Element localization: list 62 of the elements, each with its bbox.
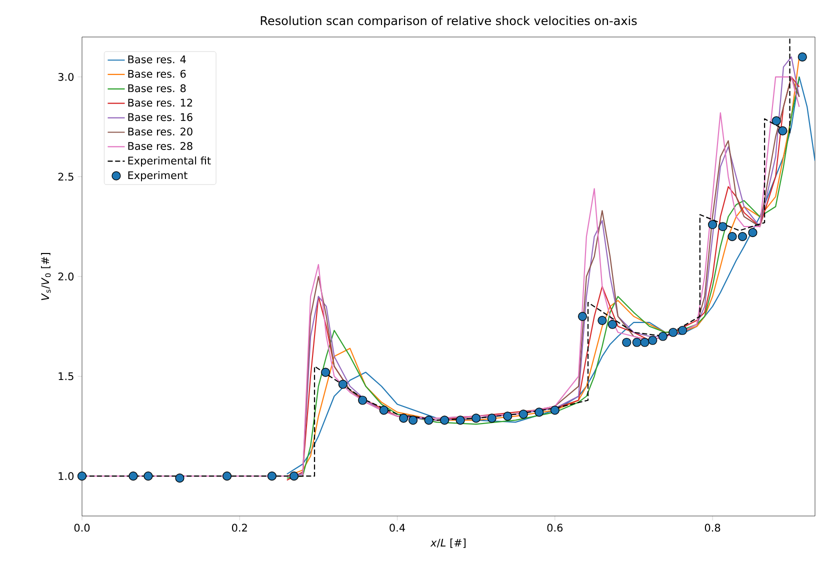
y-tick-label: 2.5 [58, 172, 74, 181]
chart-title: Resolution scan comparison of relative shock velocities on-axis [260, 16, 637, 28]
point [798, 52, 807, 62]
point [598, 316, 607, 325]
point [144, 472, 153, 481]
point [678, 326, 688, 335]
point [472, 414, 481, 423]
point [550, 406, 560, 415]
x-tick-label: 0.2 [232, 524, 247, 532]
point [222, 472, 232, 481]
x-tick-label: 0.4 [390, 524, 405, 532]
y-tick-label: 1.5 [58, 372, 74, 380]
point [578, 312, 588, 321]
point [622, 338, 632, 347]
point [379, 406, 388, 415]
point [440, 416, 450, 425]
point [534, 408, 544, 417]
point [175, 474, 184, 483]
point [77, 472, 87, 481]
legend-label: Experiment [128, 171, 188, 182]
point [456, 416, 465, 425]
point [748, 228, 758, 238]
x-tick-label: 0.6 [547, 524, 563, 532]
point [728, 232, 737, 242]
point [708, 220, 718, 230]
point [738, 232, 748, 242]
y-tick-label: 2.0 [58, 272, 74, 280]
point [503, 412, 512, 421]
legend-label: Base res. 8 [128, 84, 186, 92]
legend-label: Base res. 6 [128, 70, 186, 78]
point [289, 472, 299, 481]
y-axis-title: V$_{s}$/V$_{0}$ [#] [41, 253, 51, 300]
legend-label: Base res. 16 [128, 113, 192, 122]
point [608, 320, 617, 329]
point [778, 126, 788, 136]
point [718, 222, 728, 232]
point [518, 410, 528, 419]
x-axis-title: x/L [#] [430, 538, 466, 548]
legend-label: Base res. 20 [128, 128, 192, 136]
point [358, 396, 368, 405]
legend-label: Base res. 4 [128, 56, 186, 64]
point [668, 328, 678, 337]
x-tick-label: 0.8 [704, 524, 720, 532]
legend-label: Base res. 28 [128, 142, 192, 150]
x-tick-label: 0.0 [74, 524, 90, 532]
legend-label: Base res. 12 [128, 98, 192, 107]
point [128, 472, 138, 481]
point [321, 368, 330, 377]
point [399, 414, 408, 423]
point [632, 338, 642, 347]
point [487, 414, 496, 423]
point [408, 416, 418, 425]
point [772, 116, 781, 126]
point [338, 380, 348, 389]
y-tick-label: 1.0 [58, 472, 74, 480]
point [648, 336, 658, 345]
point [424, 416, 434, 425]
y-tick-label: 3.0 [58, 72, 74, 81]
point [640, 338, 650, 347]
point [267, 472, 276, 481]
legend-label: Experimental fit [128, 156, 211, 167]
point [658, 332, 668, 341]
